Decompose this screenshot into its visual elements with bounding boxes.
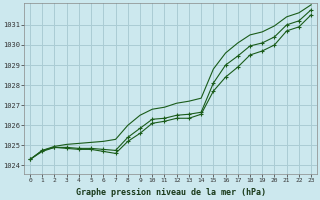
X-axis label: Graphe pression niveau de la mer (hPa): Graphe pression niveau de la mer (hPa) bbox=[76, 188, 266, 197]
